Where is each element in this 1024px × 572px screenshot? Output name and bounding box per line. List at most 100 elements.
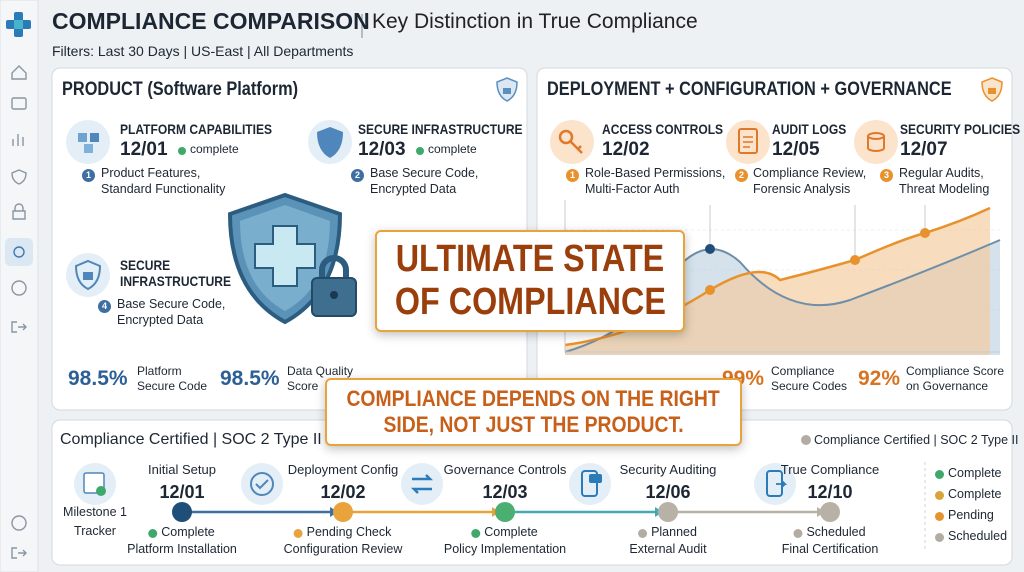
sidebar-part (5, 65, 33, 559)
nav-home[interactable] (11, 65, 27, 80)
milestone-status: Pending Check (293, 525, 391, 539)
timeline-track-part (801, 435, 811, 445)
item-icons-part (743, 136, 753, 148)
milestone-description: Configuration Review (283, 542, 403, 556)
milestone-name: Security Auditing (619, 462, 717, 477)
trend-chart-part (850, 255, 860, 265)
item-title: SECURE INFRASTRUCTURE (358, 121, 523, 137)
item-description: Standard Functionality (101, 182, 226, 196)
note-text: COMPLIANCE DEPENDS ON THE RIGHT (346, 385, 721, 411)
item-icons-part (66, 120, 110, 164)
nav-shield[interactable] (11, 169, 27, 185)
headline-text: OF COMPLIANCE (394, 281, 666, 323)
milestone-icons-part (96, 486, 106, 496)
milestone-status: Planned (638, 525, 697, 539)
milestone-icons-part (776, 480, 788, 488)
item-title: SECURE (120, 257, 171, 273)
milestone-icons (74, 463, 796, 505)
item-description: Threat Modeling (899, 182, 990, 196)
step-badge: 4 (98, 300, 111, 313)
item-status: complete (416, 142, 477, 157)
milestone-icons-part (754, 463, 796, 505)
trend-chart-part (564, 200, 1000, 353)
sidebar-part (0, 0, 39, 572)
item-icons-part (74, 259, 102, 291)
item-icons-part (558, 129, 574, 145)
legend-swatch (935, 512, 944, 521)
trend-chart-part (705, 244, 715, 254)
item-icons-part (83, 272, 93, 280)
metric-label: Secure Code (137, 379, 208, 393)
page-subtitle: Key Distinction in True Compliance (372, 10, 698, 33)
item-icons-part (854, 120, 898, 164)
nav-board[interactable] (11, 97, 27, 110)
nav-settings[interactable] (13, 246, 25, 258)
logo-part (14, 20, 23, 29)
nav-chart[interactable] (12, 134, 24, 146)
nav-help-bottom[interactable] (11, 515, 27, 531)
item-description: Compliance Review, (753, 166, 867, 180)
milestone-icons-part (241, 463, 283, 505)
nav-lock[interactable] (12, 203, 26, 220)
legend-label: Scheduled (948, 529, 1008, 543)
hero-shield-part (254, 225, 316, 287)
status-dot (638, 529, 648, 538)
milestone-icons-part (589, 474, 602, 483)
nav-exit[interactable] (11, 547, 27, 559)
step-badge: 1 (82, 169, 95, 182)
headline-callout: ULTIMATE STATE OF COMPLIANCE (375, 230, 685, 332)
milestone-date: 12/03 (482, 482, 528, 502)
item-description: Regular Audits, (899, 166, 984, 180)
timeline-track (187, 435, 926, 552)
item-description: Product Features, (101, 166, 201, 180)
trend-chart-part (920, 228, 930, 238)
hero-shield-part (319, 255, 349, 280)
panel-title: PRODUCT (Software Platform) (62, 79, 299, 100)
legend-swatch (935, 470, 944, 479)
panel-shield-icons (496, 77, 1003, 102)
headline-text: ULTIMATE STATE (395, 238, 665, 281)
panel-shield-icons-part (988, 88, 996, 94)
trend-chart-part (705, 285, 715, 295)
item-description: Encrypted Data (117, 313, 204, 327)
legend-swatch (935, 533, 944, 542)
metric-label: Compliance (771, 364, 835, 378)
item-description: Multi-Factor Auth (585, 182, 680, 196)
milestone-date: 12/06 (645, 482, 691, 502)
milestone-description: Final Certification (781, 542, 879, 556)
item-title: ACCESS CONTROLS (602, 121, 724, 137)
item-icons-part (867, 136, 885, 152)
item-icons-part (90, 133, 99, 142)
status-dot (471, 529, 481, 538)
nav-logout[interactable] (11, 321, 27, 333)
panel-title: DEPLOYMENT + CONFIGURATION + GOVERNANCE (547, 79, 952, 100)
milestone-icons-part (410, 474, 434, 494)
milestone-name: True Compliance (780, 462, 880, 477)
milestone-dot (820, 502, 840, 522)
milestone-description: External Audit (629, 542, 707, 556)
tracker-label: Tracker (74, 524, 116, 538)
milestone-description: Policy Implementation (443, 542, 567, 556)
item-title: SECURITY POLICIES (900, 121, 1021, 137)
metric-label: Secure Codes (771, 379, 848, 393)
nav-help[interactable] (11, 280, 27, 296)
item-description: Forensic Analysis (753, 182, 851, 196)
panel-shield-icons-part (503, 88, 511, 94)
item-description: Base Secure Code, (117, 297, 226, 311)
item-title: PLATFORM CAPABILITIES (120, 121, 273, 137)
note-callout: COMPLIANCE DEPENDS ON THE RIGHT SIDE, NOT… (325, 378, 742, 446)
item-icons-part (78, 133, 87, 142)
milestone-dot (495, 502, 515, 522)
item-date: 12/07 (900, 139, 948, 160)
milestone-icons-part (581, 470, 598, 497)
item-title: INFRASTRUCTURE (120, 273, 232, 289)
milestone-status: Complete (148, 525, 215, 539)
metric-value: 92% (858, 367, 901, 390)
legend-label: Complete (948, 466, 1002, 480)
milestone-icons-part (401, 463, 443, 505)
step-badge: 2 (735, 169, 748, 182)
item-icons (66, 120, 898, 297)
milestone-dot (333, 502, 353, 522)
item-status: complete (178, 142, 239, 157)
